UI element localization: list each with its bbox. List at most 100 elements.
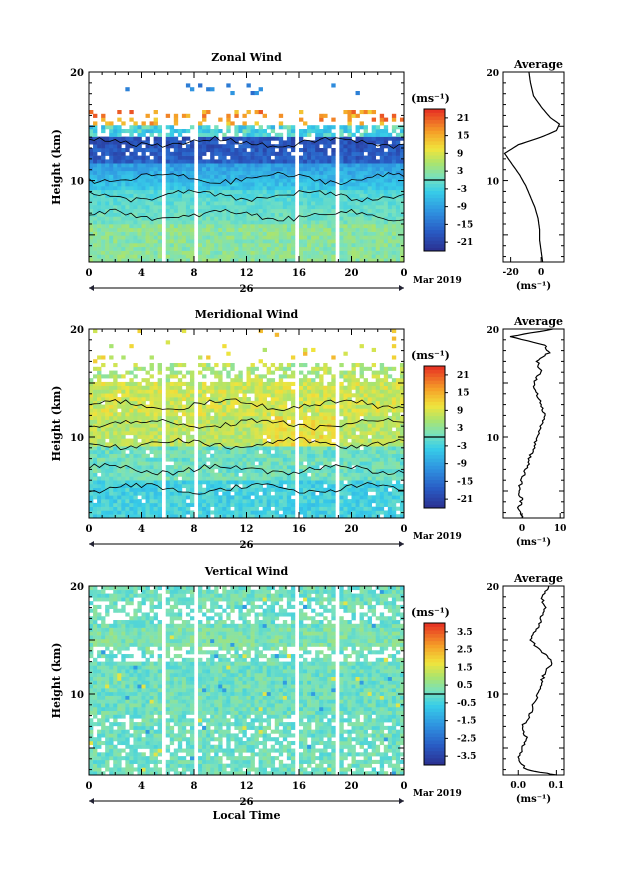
heatmap-cell [137, 491, 142, 496]
heatmap-cell [129, 499, 134, 504]
heatmap-cell [395, 151, 401, 156]
heatmap-cell [379, 502, 385, 507]
heatmap-cell [97, 148, 102, 153]
heatmap-cell [355, 197, 360, 202]
heatmap-cell [250, 155, 255, 160]
heatmap-cell [145, 404, 150, 409]
heatmap-cell [230, 434, 235, 439]
heatmap-cell [311, 205, 316, 210]
heatmap-cell [214, 140, 219, 145]
heatmap-cell [371, 449, 377, 455]
heatmap-cell [250, 189, 255, 194]
heatmap-cell [331, 178, 336, 183]
heatmap-cell [383, 468, 389, 473]
heatmap-cell [141, 246, 146, 251]
heatmap-cell [181, 408, 187, 413]
heatmap-cell [379, 431, 385, 436]
heatmap-cell [145, 415, 150, 421]
heatmap-cell [387, 449, 393, 455]
heatmap-cell [117, 254, 122, 259]
heatmap-cell [266, 446, 272, 451]
heatmap-cell [177, 427, 183, 432]
heatmap-cell [339, 193, 344, 198]
heatmap-cell [270, 174, 276, 179]
heatmap-cell [97, 434, 102, 439]
heatmap-cell [218, 419, 223, 424]
heatmap-cell [97, 483, 102, 489]
heatmap-cell [355, 446, 360, 451]
heatmap-cell [327, 434, 332, 439]
heatmap-cell [327, 461, 332, 466]
heatmap-cell [242, 434, 247, 439]
heatmap-cell [105, 170, 110, 175]
heatmap-cell [185, 182, 191, 187]
heatmap-cell [286, 258, 292, 263]
heatmap-cell [210, 216, 215, 221]
heatmap-cell [359, 427, 364, 432]
heatmap-cell [129, 151, 134, 156]
heatmap-cell [278, 415, 284, 421]
heatmap-cell [299, 449, 304, 455]
heatmap-cell [383, 502, 389, 507]
heatmap-cell [262, 461, 267, 466]
heatmap-cell [165, 220, 171, 225]
heatmap-cell [105, 140, 110, 145]
heatmap-cell [149, 159, 154, 164]
heatmap-cell [375, 476, 381, 481]
heatmap-cell [109, 189, 114, 194]
heatmap-cell [202, 220, 207, 225]
heatmap-cell [165, 427, 171, 432]
heatmap-cell [169, 201, 175, 206]
heatmap-cell [153, 243, 158, 248]
heatmap-cell [198, 186, 203, 191]
heatmap-cell [226, 212, 231, 217]
heatmap-cell [262, 148, 267, 153]
heatmap-cell [202, 132, 207, 137]
heatmap-cell [222, 189, 227, 194]
heatmap-cell [149, 510, 154, 515]
heatmap-cell [117, 457, 122, 462]
heatmap-cell [125, 258, 130, 263]
heatmap-cell [214, 163, 219, 168]
heatmap-cell [185, 449, 191, 455]
heatmap-cell [387, 415, 393, 421]
heatmap-cell [282, 465, 288, 470]
heatmap-cell [307, 182, 312, 187]
heatmap-cell [311, 491, 316, 496]
heatmap-cell [89, 442, 94, 447]
colorbar-segment [424, 144, 445, 149]
heatmap-cell [109, 431, 114, 436]
heatmap-cell [343, 136, 348, 141]
heatmap-cell [214, 144, 219, 149]
heatmap-cell [254, 121, 259, 126]
heatmap-cell [278, 151, 284, 156]
heatmap-cell [250, 220, 255, 225]
heatmap-cell [258, 472, 263, 477]
heatmap-cell [307, 506, 312, 511]
heatmap-cell [363, 258, 368, 263]
heatmap-cell [246, 419, 251, 424]
heatmap-cell [101, 258, 106, 263]
heatmap-cell [214, 132, 219, 137]
heatmap-cell [177, 491, 183, 496]
heatmap-cell [391, 453, 397, 458]
heatmap-cell [101, 197, 106, 202]
heatmap-cell [185, 212, 191, 217]
heatmap-cell [351, 201, 356, 206]
heatmap-cell [157, 167, 162, 172]
heatmap-cell [189, 87, 195, 92]
heatmap-cell [153, 125, 158, 130]
heatmap-cell [165, 132, 171, 137]
heatmap-cell [315, 487, 320, 492]
heatmap-cell [214, 438, 219, 443]
heatmap-cell [319, 197, 324, 202]
heatmap-cell [157, 174, 162, 179]
heatmap-cell [101, 438, 106, 443]
heatmap-cell [234, 449, 239, 455]
heatmap-cell [383, 412, 389, 417]
heatmap-cell [286, 193, 292, 198]
heatmap-cell [214, 506, 219, 511]
heatmap-cell [343, 212, 348, 217]
heatmap-cell [133, 427, 138, 432]
heatmap-cell [262, 129, 267, 134]
